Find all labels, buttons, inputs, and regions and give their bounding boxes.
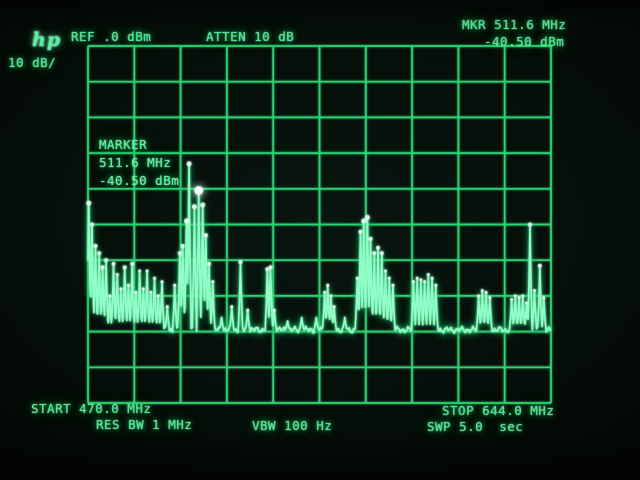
graticule <box>87 45 552 404</box>
marker-info-freq: 511.6 MHz <box>99 155 172 170</box>
readout-start-freq: START 470.0 MHz <box>31 401 152 416</box>
readout-ref-level: REF .0 dBm <box>71 29 152 44</box>
readout-mkr-amp: -40.50 dBm <box>484 34 565 49</box>
readout-atten: ATTEN 10 dB <box>206 29 295 44</box>
readout-sweep: SWP 5.0 sec <box>427 419 524 434</box>
readout-res-bw: RES BW 1 MHz <box>96 417 193 432</box>
marker-dot <box>191 183 207 199</box>
readout-stop-freq: STOP 644.0 MHz <box>442 403 555 418</box>
readout-scale: 10 dB/ <box>8 55 57 70</box>
marker-info-amp: -40.50 dBm <box>99 173 180 188</box>
marker-info-title: MARKER <box>99 137 148 152</box>
readout-mkr-freq: MKR 511.6 MHz <box>462 17 567 32</box>
hp-logo: hp <box>32 29 62 51</box>
readout-vbw: VBW 100 Hz <box>252 418 333 433</box>
